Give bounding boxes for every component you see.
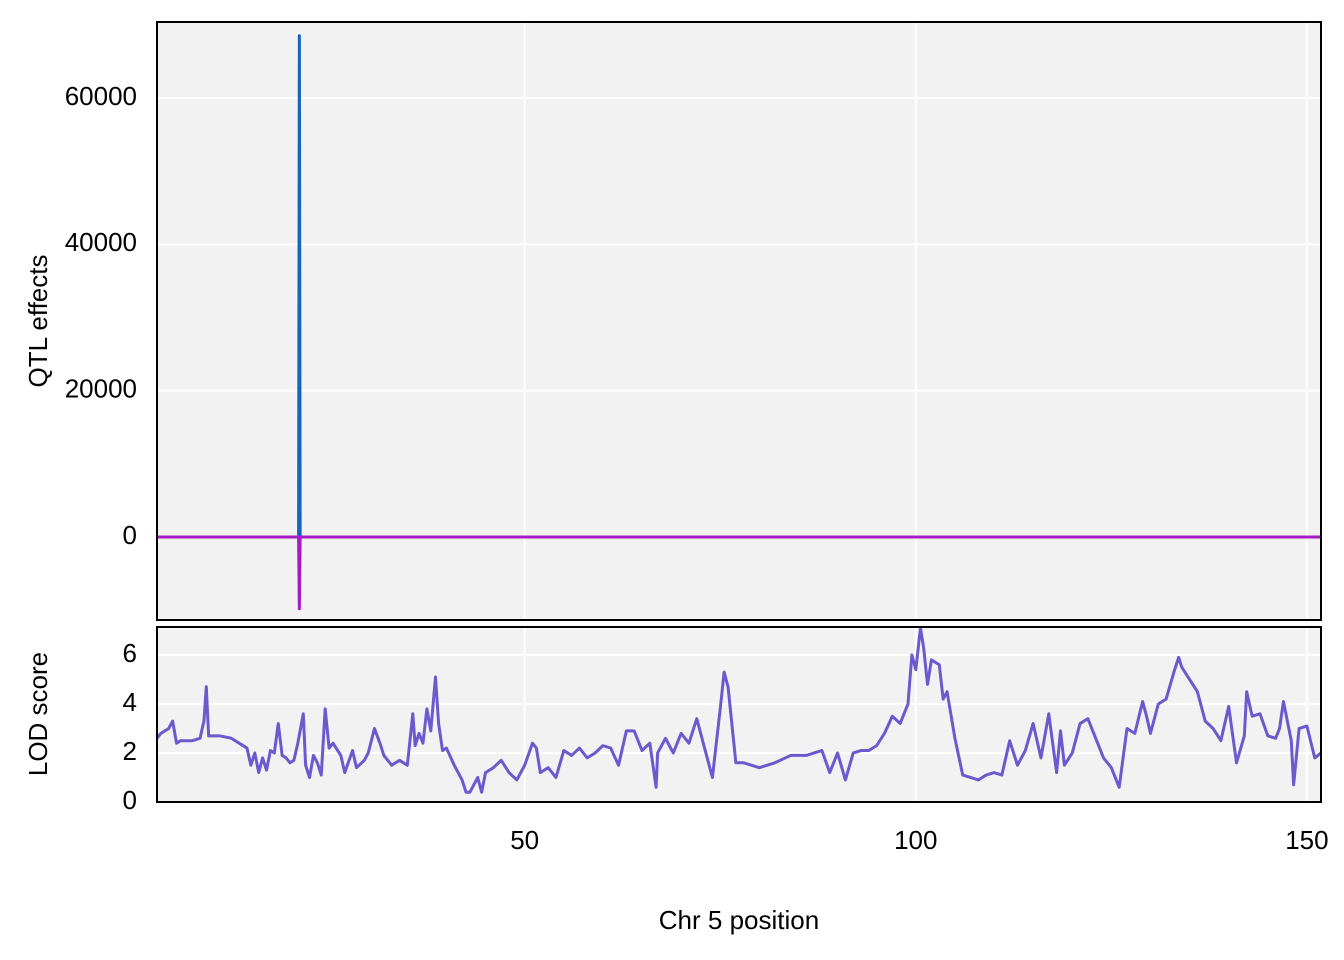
y-tick-label: 40000 (65, 227, 137, 257)
plot-background (157, 627, 1321, 802)
x-axis-label: Chr 5 position (659, 905, 819, 935)
y-tick-label: 20000 (65, 374, 137, 404)
x-tick-label: 150 (1285, 825, 1328, 855)
series-line (155, 626, 1322, 794)
x-tick-label: 100 (894, 825, 937, 855)
y-tick-label: 2 (123, 736, 137, 766)
y-tick-label: 4 (123, 687, 137, 717)
plot-background (157, 22, 1321, 620)
plot-frame (156, 21, 1322, 621)
plot-frame (156, 626, 1322, 803)
y-tick-label: 0 (123, 785, 137, 815)
x-tick-label: 50 (510, 825, 539, 855)
series-line (157, 535, 1321, 611)
y-tick-label: 0 (123, 520, 137, 550)
y-tick-label: 60000 (65, 81, 137, 111)
y-axis-label: QTL effects (23, 255, 53, 388)
y-tick-label: 6 (123, 638, 137, 668)
y-axis-label: LOD score (23, 652, 53, 776)
